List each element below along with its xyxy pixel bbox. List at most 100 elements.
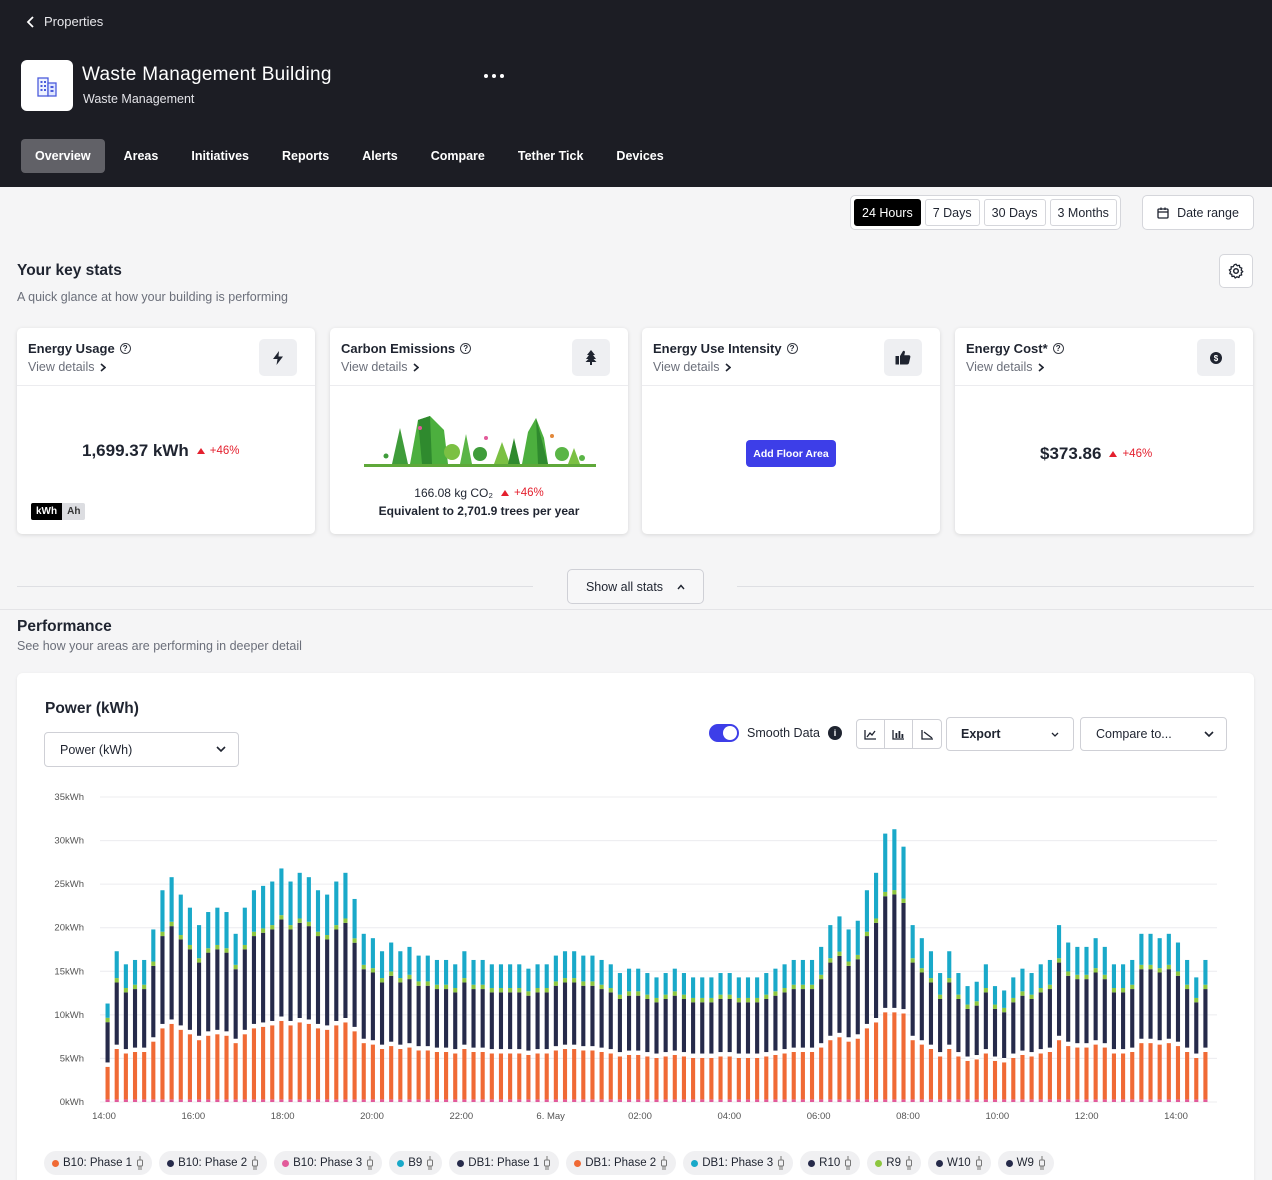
chart-bar <box>462 978 467 983</box>
tab-overview[interactable]: Overview <box>21 139 105 173</box>
chart-bar <box>1111 1053 1116 1100</box>
chart-bar <box>883 896 888 1008</box>
legend-item[interactable]: B9 <box>389 1151 443 1175</box>
legend-dot <box>457 1159 465 1167</box>
legend-item[interactable]: W9 <box>997 1151 1054 1175</box>
chart-bar <box>352 1099 357 1102</box>
export-dropdown[interactable]: Export <box>946 717 1074 751</box>
chart-bar <box>773 1054 778 1100</box>
chart-bar <box>626 991 632 996</box>
legend-item[interactable]: R9 <box>867 1151 921 1175</box>
chart-bar <box>1194 997 1199 1003</box>
smooth-data-toggle[interactable] <box>709 724 739 742</box>
y-tick-label: 25kWh <box>54 879 84 890</box>
help-icon[interactable]: ? <box>119 343 131 354</box>
chart-bar <box>132 1051 138 1100</box>
chart-bar <box>1056 1040 1062 1100</box>
legend-item[interactable]: R10 <box>800 1151 861 1175</box>
legend-item[interactable]: DB1: Phase 1 <box>449 1151 560 1175</box>
unit-ah-option[interactable]: Ah <box>62 503 86 520</box>
tab-tether-tick[interactable]: Tether Tick <box>517 149 584 163</box>
chart-bar <box>727 973 732 995</box>
chart-bar <box>736 1053 741 1058</box>
chart-bar <box>352 1026 357 1032</box>
help-icon[interactable]: ? <box>1052 343 1064 354</box>
legend-item[interactable]: DB1: Phase 3 <box>683 1151 794 1175</box>
add-floor-area-button[interactable]: Add Floor Area <box>746 440 836 467</box>
chart-bar <box>1185 1051 1190 1100</box>
help-icon[interactable]: ? <box>786 343 798 354</box>
bar-chart-icon[interactable] <box>885 720 913 748</box>
x-tick-label: 6. May <box>536 1111 565 1122</box>
calendar-icon <box>1157 207 1169 219</box>
tab-reports[interactable]: Reports <box>282 149 330 163</box>
legend-item[interactable]: DB1: Phase 2 <box>566 1151 677 1175</box>
chart-bar <box>215 949 220 1030</box>
chart-bar <box>1047 984 1052 990</box>
chart-bar <box>562 951 568 979</box>
chart-bar <box>270 1099 275 1102</box>
legend-item[interactable]: B10: Phase 3 <box>274 1151 383 1175</box>
chart-bar <box>919 1044 924 1100</box>
y-tick-label: 20kWh <box>54 923 84 934</box>
chart-bar <box>370 1040 375 1045</box>
chart-bar <box>370 938 375 969</box>
legend-item[interactable]: B10: Phase 1 <box>44 1151 153 1175</box>
chart-bar <box>123 1053 128 1100</box>
tab-alerts[interactable]: Alerts <box>362 149 398 163</box>
chart-bar <box>471 1047 476 1052</box>
energy-view-details-link[interactable]: View details <box>28 360 107 374</box>
chart-bar <box>114 978 119 983</box>
chart-bar <box>251 936 257 1024</box>
chart-bar <box>992 986 998 1005</box>
metric-select[interactable]: Power (kWh) <box>44 732 239 767</box>
compare-to-dropdown[interactable]: Compare to... <box>1080 717 1227 751</box>
chart-bar <box>947 1099 952 1102</box>
chart-bar <box>965 986 970 1005</box>
chart-bar <box>581 985 586 1047</box>
chart-bar <box>938 973 943 995</box>
more-options-icon[interactable] <box>484 68 504 84</box>
stats-settings-button[interactable] <box>1219 254 1253 288</box>
chart-bar <box>279 915 284 920</box>
chart-bar <box>508 988 513 993</box>
chart-bar <box>1011 1002 1016 1054</box>
help-icon[interactable]: ? <box>460 343 472 354</box>
tab-initiatives[interactable]: Initiatives <box>191 149 250 163</box>
carbon-view-details-link[interactable]: View details <box>341 360 420 374</box>
chart-bar <box>1038 992 1043 1050</box>
scatter-chart-icon[interactable] <box>913 720 941 748</box>
legend-item[interactable]: W10 <box>927 1151 991 1175</box>
cost-delta: +46% <box>1122 448 1153 460</box>
chart-bar <box>1093 968 1098 973</box>
chart-bar <box>992 1060 998 1100</box>
plug-icon <box>778 1156 785 1170</box>
date-range-button[interactable]: Date range <box>1142 195 1254 230</box>
range-30-days-button[interactable]: 30 Days <box>983 199 1046 226</box>
chart-bar <box>489 1053 494 1100</box>
info-icon[interactable]: i <box>827 726 842 740</box>
chart-bar <box>654 1057 659 1100</box>
energy-cost-value: $373.86 <box>1040 444 1102 463</box>
range-7-days-button[interactable]: 7 Days <box>924 199 980 226</box>
unit-kwh-option[interactable]: kWh <box>31 503 63 520</box>
legend-item[interactable]: B10: Phase 2 <box>159 1151 268 1175</box>
chart-bar <box>1093 1099 1098 1102</box>
chart-bar <box>782 1049 787 1054</box>
chart-bar <box>1084 1099 1089 1102</box>
show-all-stats-button[interactable]: Show all stats <box>567 569 704 604</box>
range-24-hours-button[interactable]: 24 Hours <box>854 199 921 226</box>
chart-bar <box>169 1019 174 1024</box>
eui-view-details-link[interactable]: View details <box>653 360 732 374</box>
tab-devices[interactable]: Devices <box>616 149 664 163</box>
cost-view-details-link[interactable]: View details <box>966 360 1045 374</box>
chart-bar <box>663 1052 668 1057</box>
range-3-months-button[interactable]: 3 Months <box>1049 199 1117 226</box>
legend-dot <box>574 1159 582 1167</box>
back-to-properties-link[interactable]: Properties <box>26 14 103 29</box>
tab-compare[interactable]: Compare <box>430 149 485 163</box>
plug-icon <box>1038 1156 1045 1170</box>
line-chart-icon[interactable] <box>857 720 885 748</box>
tab-areas[interactable]: Areas <box>123 149 159 163</box>
key-stats-subtitle: A quick glance at how your building is p… <box>17 290 288 304</box>
